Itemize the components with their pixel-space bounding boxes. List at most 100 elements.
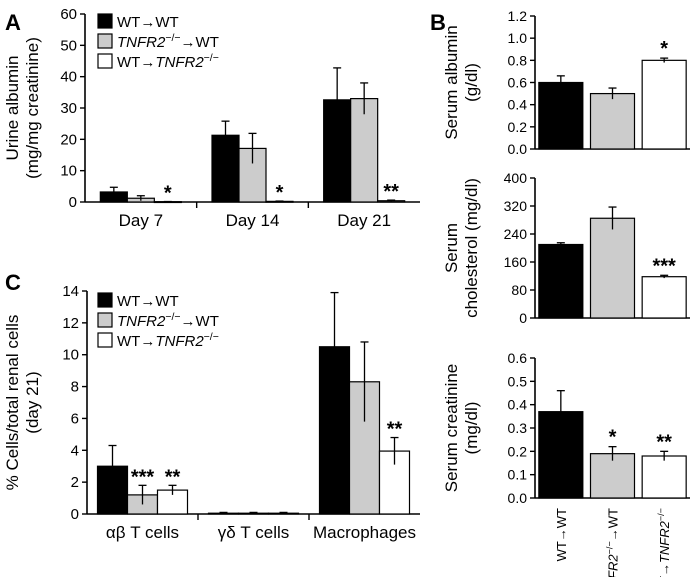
panel-c-legend-label: TNFR2−/−→WT [117, 311, 219, 330]
panel-b3-y-tick-label: 0.1 [508, 467, 528, 483]
panel-a-x-tick-label: Day 7 [119, 211, 163, 230]
panel-a-y-tick-label: 30 [60, 100, 77, 117]
panel-c-significance-marker: ** [165, 466, 181, 488]
panel-b1-significance-marker: * [660, 38, 668, 60]
panel-a-legend-swatch [97, 33, 113, 49]
panel-b2-y-axis-label: Serum [442, 223, 461, 273]
label-part: TNFR2 [657, 520, 672, 563]
panel-b1-y-tick-label: 0.4 [508, 97, 528, 113]
panel-a-bar [350, 97, 379, 203]
panel-b1-y-tick-label: 0.8 [508, 52, 528, 68]
panel-b3-y-tick-label: 0.6 [508, 350, 528, 366]
panel-b-serum-creatinine-chart: 0.0 0.1 0.2 0.3 0.4 0.5 0.6 Serum creatinine (mg… [442, 350, 690, 577]
panel-c-y-tick-label: 2 [71, 474, 79, 491]
panel-c-x-tick-label: Macrophages [313, 523, 416, 542]
panel-a-y-tick-label: 40 [60, 69, 77, 86]
panel-b1-y-tick-label: 1.2 [508, 8, 528, 24]
panel-a-y-axis-label: Urine albumin [3, 56, 22, 161]
panel-a-significance-marker: * [164, 183, 172, 205]
panel-a-x-tick-label: Day 21 [337, 211, 391, 230]
panel-b1-bar [589, 92, 636, 150]
panel-b1-y-axis-label: (g/dl) [462, 63, 481, 102]
panel-c-legend-label: WT→WT [117, 293, 179, 310]
panel-b-x-tick-label: WT→WT [554, 508, 569, 561]
panel-c-y-axis-label: (day 21) [23, 371, 42, 433]
panel-a-y-tick-label: 60 [60, 6, 77, 23]
panel-b2-y-tick-label: 320 [504, 198, 528, 214]
panel-b-x-tick-label: TNFR2−/−→WT [605, 508, 621, 577]
label-part: −/− [165, 32, 180, 44]
panel-c-legend-swatch [97, 332, 113, 348]
panel-b-x-tick-label: WT→TNFR2−/− [656, 508, 672, 577]
panel-a-legend-label: TNFR2−/−→WT [117, 32, 219, 51]
panel-a-legend-swatch [97, 53, 113, 69]
panel-b3-y-tick-label: 0.2 [508, 443, 528, 459]
panel-a-y-axis-label: (mg/mg creatinine) [23, 37, 42, 179]
label-part: TNFR2 [117, 313, 166, 330]
panel-b3-significance-marker: * [609, 427, 617, 449]
panel-a-legend-label: WT→WT [117, 14, 179, 31]
panel-b-serum-albumin-chart: B 0.0 0.2 0.4 0.6 0.8 1.0 1.2 Serum albumin (g/dl… [430, 8, 690, 157]
panel-b3-y-tick-label: 0.4 [508, 397, 528, 413]
label-part: WT→WT [117, 14, 179, 31]
panel-c-legend-swatch [97, 292, 113, 308]
label-part: −/− [204, 331, 219, 343]
panel-a-panel-letter: A [5, 10, 21, 35]
label-part: WT→ [117, 333, 155, 350]
label-part: TNFR2 [117, 34, 166, 51]
panel-c-legend-swatch [97, 312, 113, 328]
panel-b2-bar [641, 276, 687, 319]
label-part: →WT [181, 34, 219, 51]
panel-c-y-tick-label: 12 [62, 315, 79, 332]
panel-a-legend-swatch [97, 13, 113, 29]
label-part: −/− [165, 311, 180, 323]
panel-b1-y-tick-label: 0.2 [508, 119, 528, 135]
panel-b1-y-axis-label: Serum albumin [442, 25, 461, 139]
panel-c-y-tick-label: 0 [71, 506, 79, 523]
panel-a-legend-label: WT→TNFR2−/− [117, 52, 219, 71]
label-part: −/− [605, 541, 615, 554]
panel-b2-significance-marker: *** [652, 255, 676, 277]
panel-b3-bar [641, 455, 687, 499]
label-part: WT→WT [117, 293, 179, 310]
panel-a-urine-albumin-chart: A 0 10 20 30 40 50 60 Urine albumin (mg/mg creati… [3, 6, 420, 230]
panel-c-significance-marker: ** [387, 419, 403, 441]
panel-c-y-tick-label: 8 [71, 379, 79, 396]
panel-b2-y-axis-label: cholesterol (mg/dl) [462, 178, 481, 318]
label-part: WT→ [657, 563, 672, 577]
panel-c-y-tick-label: 10 [62, 347, 79, 364]
panel-b2-y-tick-label: 400 [504, 170, 528, 186]
panel-b2-y-tick-label: 240 [504, 226, 528, 242]
panel-c-panel-letter: C [5, 270, 21, 295]
panel-c-x-tick-label: γδ T cells [218, 523, 290, 542]
panel-c-x-tick-label: αβ T cells [106, 523, 179, 542]
panel-a-y-tick-label: 10 [60, 163, 77, 180]
panel-c-significance-marker: *** [131, 466, 155, 488]
panel-a-x-tick-label: Day 14 [226, 211, 280, 230]
panel-b1-bar [538, 81, 584, 150]
panel-b-serum-cholesterol-chart: 0 80 160 240 320 400 Serum cholesterol (mg/dl) *… [442, 170, 690, 326]
panel-b3-y-tick-label: 0.5 [508, 373, 528, 389]
panel-a-significance-marker: * [276, 182, 284, 204]
panel-b2-bar [589, 217, 636, 319]
panel-b1-y-tick-label: 1.0 [508, 30, 528, 46]
panel-b2-bar [538, 243, 584, 319]
panel-c-y-axis-label: % Cells/total renal cells [3, 315, 22, 491]
panel-b1-bar [641, 59, 687, 150]
label-part: →WT [181, 313, 219, 330]
panel-c-legend-label: WT→TNFR2−/− [117, 331, 219, 350]
label-part: TNFR2 [606, 554, 621, 577]
panel-b3-y-tick-label: 0.3 [508, 420, 528, 436]
label-part: →WT [606, 508, 621, 541]
panel-b2-y-tick-label: 160 [504, 254, 528, 270]
label-part: −/− [656, 508, 666, 521]
panel-b3-significance-marker: ** [656, 431, 672, 453]
panel-c-y-tick-label: 14 [62, 283, 79, 300]
label-part: −/− [204, 52, 219, 64]
panel-b1-y-tick-label: 0.6 [508, 75, 528, 91]
panel-a-y-tick-label: 20 [60, 131, 77, 148]
panel-c-y-tick-label: 6 [71, 410, 79, 427]
panel-a-y-tick-label: 0 [69, 194, 77, 211]
panel-c-y-tick-label: 4 [71, 442, 79, 459]
